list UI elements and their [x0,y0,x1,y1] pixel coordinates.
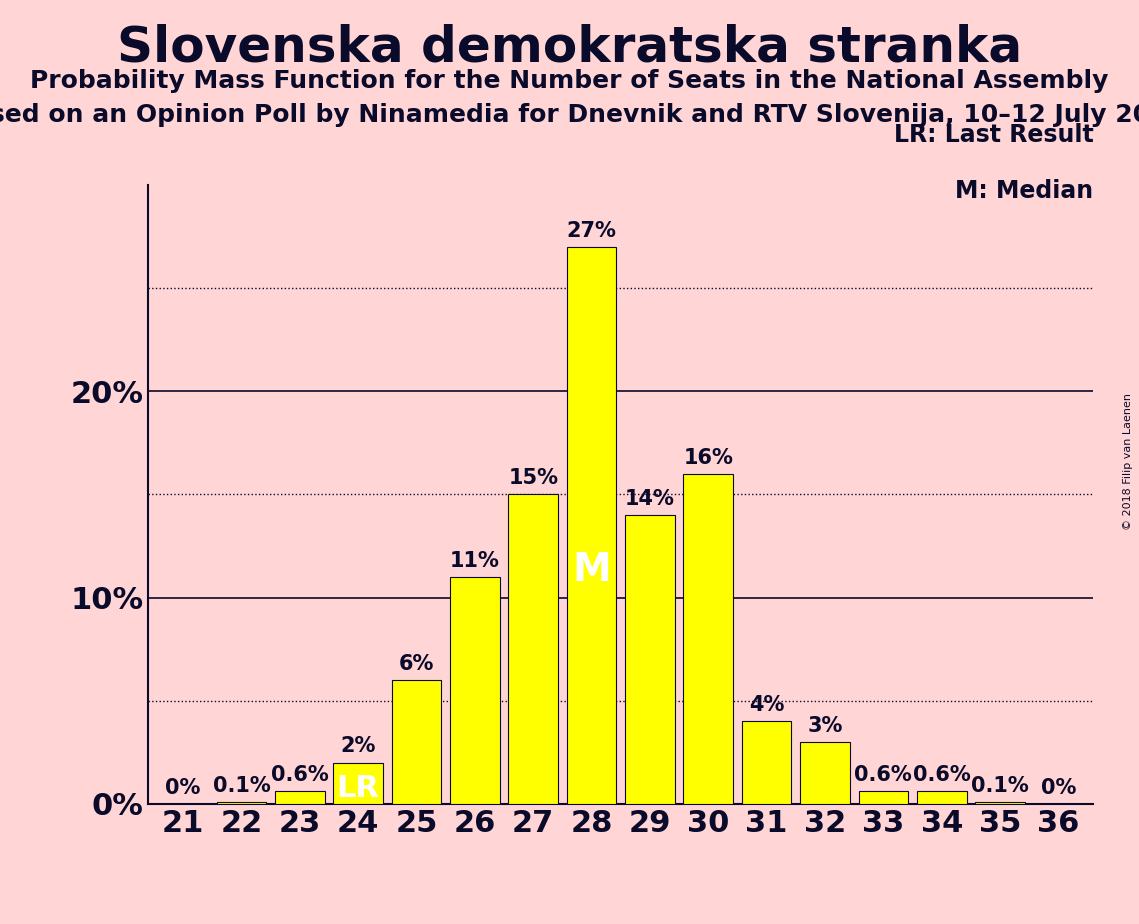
Bar [859,792,908,804]
Bar [392,680,441,804]
Bar [917,792,967,804]
Text: Probability Mass Function for the Number of Seats in the National Assembly: Probability Mass Function for the Number… [31,69,1108,93]
Bar [801,742,850,804]
Bar [274,792,325,804]
Text: 11%: 11% [450,551,500,571]
Text: 15%: 15% [508,468,558,488]
Text: 4%: 4% [749,695,785,715]
Text: 0.6%: 0.6% [271,765,329,785]
Bar [567,247,616,804]
Text: M: M [572,551,611,589]
Text: 0.1%: 0.1% [213,775,270,796]
Bar [450,577,500,804]
Text: 0%: 0% [165,778,200,797]
Bar [508,494,558,804]
Text: 14%: 14% [625,489,675,509]
Text: 16%: 16% [683,447,734,468]
Bar [975,802,1025,804]
Text: M: Median: M: Median [956,178,1093,202]
Text: 6%: 6% [399,654,434,674]
Text: © 2018 Filip van Laenen: © 2018 Filip van Laenen [1123,394,1133,530]
Text: 2%: 2% [341,736,376,757]
Text: 0%: 0% [1041,778,1076,797]
Text: LR: Last Result: LR: Last Result [894,123,1093,147]
Bar [741,722,792,804]
Text: 27%: 27% [566,221,616,240]
Text: 0.6%: 0.6% [854,765,912,785]
Text: 0.1%: 0.1% [972,775,1029,796]
Bar [683,474,734,804]
Text: 0.6%: 0.6% [912,765,970,785]
Text: Based on an Opinion Poll by Ninamedia for Dnevnik and RTV Slovenija, 10–12 July : Based on an Opinion Poll by Ninamedia fo… [0,103,1139,128]
Bar [334,762,383,804]
Text: LR: LR [337,773,379,803]
Text: Slovenska demokratska stranka: Slovenska demokratska stranka [117,23,1022,71]
Bar [625,515,674,804]
Text: 3%: 3% [808,716,843,736]
Bar [216,802,267,804]
